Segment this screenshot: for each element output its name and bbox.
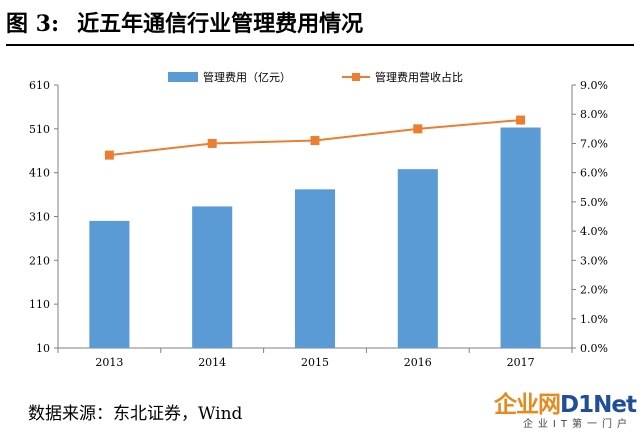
left-tick-label-6: 610 [29, 79, 50, 92]
watermark-logo: 企业网D1Net 企业IT第一门户 [458, 392, 637, 432]
data-source: 数据来源：东北证券，Wind [28, 400, 242, 428]
right-tick-label-8: 8.0% [580, 108, 608, 121]
bar-2017 [500, 127, 541, 348]
figure-title: 图 3: 近五年通信行业管理费用情况 [6, 2, 634, 46]
bar-2014 [192, 206, 233, 348]
combo-chart: 10 110 210 310 410 510 610 0.0% 1.0% 2.0% 3.0% 4.0… [29, 70, 608, 369]
right-tick-label-2: 2.0% [580, 284, 608, 297]
x-tick-label-2: 2015 [301, 356, 329, 369]
x-axis: 2013 2014 2015 2016 2017 [57, 347, 573, 369]
left-axis: 10 110 210 310 410 510 610 [29, 79, 59, 355]
legend-label-line: 管理费用营收占比 [375, 70, 463, 84]
legend-swatch-bar [168, 72, 198, 82]
right-tick-label-6: 6.0% [580, 167, 608, 180]
left-tick-label-4: 410 [29, 167, 50, 180]
bar-series [89, 127, 541, 348]
right-axis: 0.0% 1.0% 2.0% 3.0% 4.0% 5.0% 6.0% 7.0% 8.0% 9.0% [571, 79, 608, 355]
legend-label-bar: 管理费用（亿元） [203, 70, 291, 84]
left-tick-label-5: 510 [29, 123, 50, 136]
legend: 管理费用（亿元） 管理费用营收占比 [168, 70, 463, 84]
watermark-brand-prefix: 企业网 [494, 392, 561, 418]
left-tick-label-2: 210 [29, 254, 50, 267]
right-tick-label-5: 5.0% [580, 196, 608, 209]
source-label: 数据来源： [28, 404, 113, 424]
watermark-tagline: 企业IT第一门户 [522, 419, 632, 430]
line-marker-2015 [310, 136, 320, 146]
watermark-brand-d1: D1 [560, 392, 594, 418]
watermark-brand-suffix: Net [593, 392, 637, 418]
line-marker-2013 [104, 150, 114, 160]
right-tick-label-4: 4.0% [580, 225, 608, 238]
legend-swatch-line-marker [352, 73, 360, 81]
x-tick-label-4: 2017 [507, 356, 535, 369]
left-tick-label-1: 110 [29, 298, 50, 311]
line-marker-2016 [413, 124, 423, 134]
bar-2015 [294, 189, 336, 348]
right-tick-label-3: 3.0% [580, 254, 608, 267]
line-marker-2014 [207, 138, 217, 148]
right-tick-label-9: 9.0% [580, 79, 608, 92]
right-tick-label-0: 0.0% [580, 342, 608, 355]
bar-2013 [89, 220, 130, 348]
x-tick-label-1: 2014 [198, 356, 226, 369]
figure-label: 图 3: [6, 11, 60, 37]
line-series [104, 115, 526, 160]
figure-title-text: 近五年通信行业管理费用情况 [77, 11, 364, 37]
right-tick-label-7: 7.0% [580, 137, 608, 150]
left-tick-label-3: 310 [29, 211, 50, 224]
left-tick-label-0: 10 [36, 342, 50, 355]
bar-2016 [397, 169, 438, 348]
x-tick-label-3: 2016 [404, 356, 432, 369]
source-text: 东北证券，Wind [113, 404, 243, 424]
x-tick-label-0: 2013 [95, 356, 123, 369]
line-marker-2017 [516, 115, 526, 125]
right-tick-label-1: 1.0% [580, 313, 608, 326]
watermark-brand: 企业网D1Net [494, 392, 637, 418]
